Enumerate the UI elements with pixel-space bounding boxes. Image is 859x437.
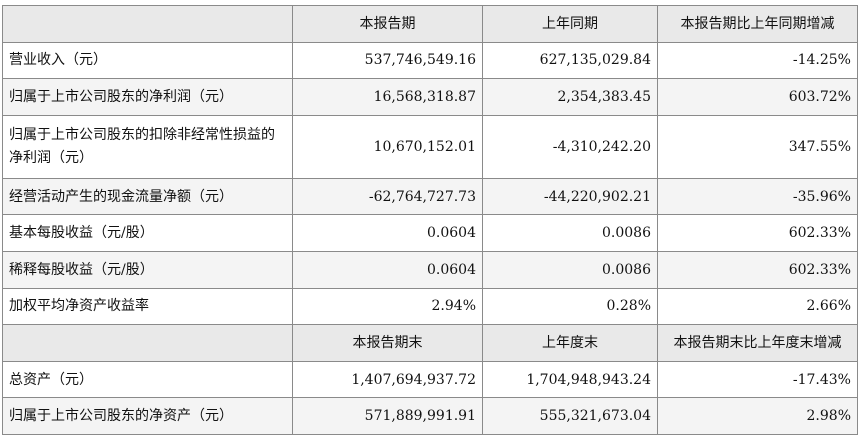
table-row: 归属于上市公司股东的净资产（元） 571,889,991.91 555,321,…	[2, 397, 858, 435]
cell-value: 627,135,029.84	[482, 41, 658, 80]
table-header-row: 本报告期 上年同期 本报告期比上年同期增减	[2, 5, 858, 43]
table-row: 营业收入（元） 537,746,549.16 627,135,029.84 -1…	[2, 41, 858, 80]
subheader-blank-cell	[2, 324, 293, 362]
cell-value: 0.0604	[292, 214, 483, 252]
table-row: 稀释每股收益（元/股） 0.0604 0.0086 602.33%	[2, 250, 858, 289]
table-row: 加权平均净资产收益率 2.94% 0.28% 2.66%	[2, 287, 858, 326]
cell-value: 2.98%	[657, 397, 858, 435]
cell-value: 1,704,948,943.24	[482, 360, 658, 399]
cell-value: 0.28%	[482, 287, 658, 326]
cell-value: 2.66%	[657, 287, 858, 326]
row-label-revenue: 营业收入（元）	[2, 41, 293, 80]
table-row: 归属于上市公司股东的扣除非经常性损益的净利润（元） 10,670,152.01 …	[2, 114, 858, 179]
cell-value: -14.25%	[657, 41, 858, 80]
table-row: 总资产（元） 1,407,694,937.72 1,704,948,943.24…	[2, 360, 858, 399]
cell-value: 1,407,694,937.72	[292, 360, 483, 399]
cell-value: 555,321,673.04	[482, 397, 658, 435]
cell-value: 2,354,383.45	[482, 78, 658, 116]
cell-value: 0.0604	[292, 250, 483, 289]
cell-value: 2.94%	[292, 287, 483, 326]
cell-value: -62,764,727.73	[292, 177, 483, 216]
row-label-basic-eps: 基本每股收益（元/股）	[2, 214, 293, 252]
header-current-period: 本报告期	[292, 5, 483, 43]
cell-value: 537,746,549.16	[292, 41, 483, 80]
cell-value: 0.0086	[482, 214, 658, 252]
table-row: 经营活动产生的现金流量净额（元） -62,764,727.73 -44,220,…	[2, 177, 858, 216]
row-label-total-assets: 总资产（元）	[2, 360, 293, 399]
header-prior-year-period: 上年同期	[482, 5, 658, 43]
cell-value: -44,220,902.21	[482, 177, 658, 216]
table-row: 基本每股收益（元/股） 0.0604 0.0086 602.33%	[2, 214, 858, 252]
row-label-net-assets: 归属于上市公司股东的净资产（元）	[2, 397, 293, 435]
row-label-net-profit-excl-nonrecurring: 归属于上市公司股东的扣除非经常性损益的净利润（元）	[2, 114, 293, 179]
header-period-end: 本报告期末	[292, 324, 483, 362]
cell-value: 10,670,152.01	[292, 114, 483, 179]
cell-value: 16,568,318.87	[292, 78, 483, 116]
cell-value: 571,889,991.91	[292, 397, 483, 435]
table-row: 归属于上市公司股东的净利润（元） 16,568,318.87 2,354,383…	[2, 78, 858, 116]
header-change-vs-prior-year-end: 本报告期末比上年度末增减	[657, 324, 858, 362]
cell-value: 603.72%	[657, 78, 858, 116]
header-prior-year-end: 上年度末	[482, 324, 658, 362]
cell-value: 602.33%	[657, 214, 858, 252]
cell-value: -4,310,242.20	[482, 114, 658, 179]
cell-value: 347.55%	[657, 114, 858, 179]
header-blank-cell	[2, 5, 293, 43]
header-change-vs-prior: 本报告期比上年同期增减	[657, 5, 858, 43]
row-label-diluted-eps: 稀释每股收益（元/股）	[2, 250, 293, 289]
cell-value: -35.96%	[657, 177, 858, 216]
row-label-net-profit: 归属于上市公司股东的净利润（元）	[2, 78, 293, 116]
cell-value: -17.43%	[657, 360, 858, 399]
row-label-operating-cash-flow: 经营活动产生的现金流量净额（元）	[2, 177, 293, 216]
cell-value: 0.0086	[482, 250, 658, 289]
row-label-weighted-roe: 加权平均净资产收益率	[2, 287, 293, 326]
table-subheader-row: 本报告期末 上年度末 本报告期末比上年度末增减	[2, 324, 858, 362]
cell-value: 602.33%	[657, 250, 858, 289]
financial-summary-table: 本报告期 上年同期 本报告期比上年同期增减 营业收入（元） 537,746,54…	[2, 5, 858, 435]
